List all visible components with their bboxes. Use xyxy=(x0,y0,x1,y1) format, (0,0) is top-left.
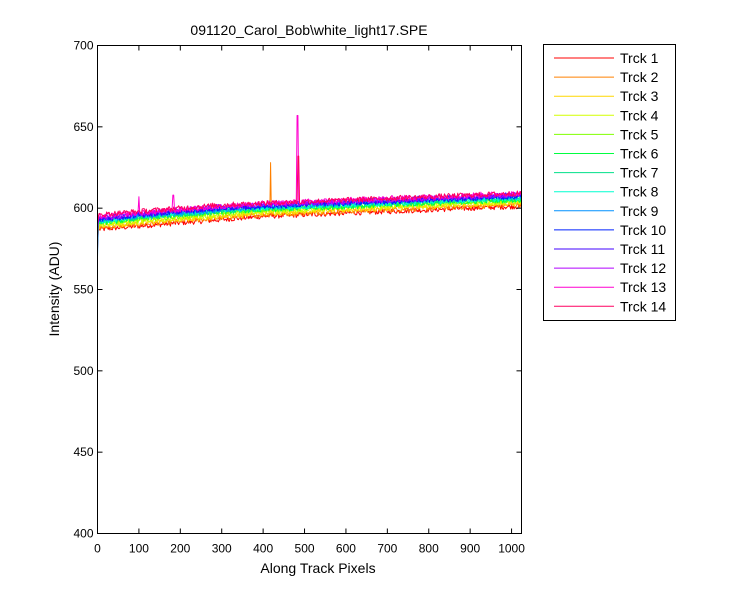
legend-label: Trck 11 xyxy=(620,241,665,257)
series-line-trck-14 xyxy=(97,155,522,227)
legend-label: Trck 1 xyxy=(620,50,659,66)
x-axis-label: Along Track Pixels xyxy=(260,560,375,576)
y-tick-label: 400 xyxy=(73,527,93,541)
y-tick-label: 700 xyxy=(73,39,93,53)
legend-label: Trck 8 xyxy=(620,184,659,200)
x-tick-label: 900 xyxy=(460,542,480,556)
x-tick-label: 0 xyxy=(94,542,101,556)
x-tick-label: 200 xyxy=(170,542,190,556)
x-tick-label: 600 xyxy=(336,542,356,556)
y-tick-label: 650 xyxy=(73,120,93,134)
y-axis-label: Intensity (ADU) xyxy=(46,242,62,337)
y-tick-label: 500 xyxy=(73,364,93,378)
legend-label: Trck 6 xyxy=(620,146,659,162)
chart-title: 091120_Carol_Bob\white_light17.SPE xyxy=(190,22,427,38)
x-tick-label: 500 xyxy=(295,542,315,556)
legend-label: Trck 3 xyxy=(620,88,659,104)
legend-items: Trck 1 Trck 2 Trck 3 Trck 4 Trck 5 Trck 6 Trck… xyxy=(554,50,666,314)
legend-label: Trck 14 xyxy=(620,298,666,314)
x-tick-label: 100 xyxy=(129,542,149,556)
legend-label: Trck 2 xyxy=(620,69,659,85)
x-tick-label: 300 xyxy=(212,542,232,556)
legend-label: Trck 13 xyxy=(620,279,666,295)
legend-label: Trck 10 xyxy=(620,222,666,238)
x-tick-label: 1000 xyxy=(498,542,525,556)
legend: Trck 1 Trck 2 Trck 3 Trck 4 Trck 5 Trck 6 Trck… xyxy=(543,44,676,321)
series-line-trck-10 xyxy=(97,193,522,231)
x-tick-label: 700 xyxy=(377,542,397,556)
y-tick-label: 450 xyxy=(73,445,93,459)
series-layer xyxy=(97,114,522,257)
legend-label: Trck 12 xyxy=(620,260,666,276)
x-tick-label: 400 xyxy=(253,542,273,556)
legend-box xyxy=(543,44,676,321)
y-tick-label: 600 xyxy=(73,201,93,215)
y-tick-label: 550 xyxy=(73,283,93,297)
legend-label: Trck 7 xyxy=(620,165,659,181)
x-tick-label: 800 xyxy=(419,542,439,556)
y-axis: 400 450 500 550 600 650 700 xyxy=(73,39,522,541)
legend-label: Trck 4 xyxy=(620,107,659,123)
plot-area xyxy=(97,45,522,534)
x-axis: 0 100 200 300 400 500 600 700 800 900 1000 xyxy=(94,45,525,556)
legend-label: Trck 9 xyxy=(620,203,659,219)
legend-label: Trck 5 xyxy=(620,126,659,142)
series-line-trck-4 xyxy=(97,198,522,238)
